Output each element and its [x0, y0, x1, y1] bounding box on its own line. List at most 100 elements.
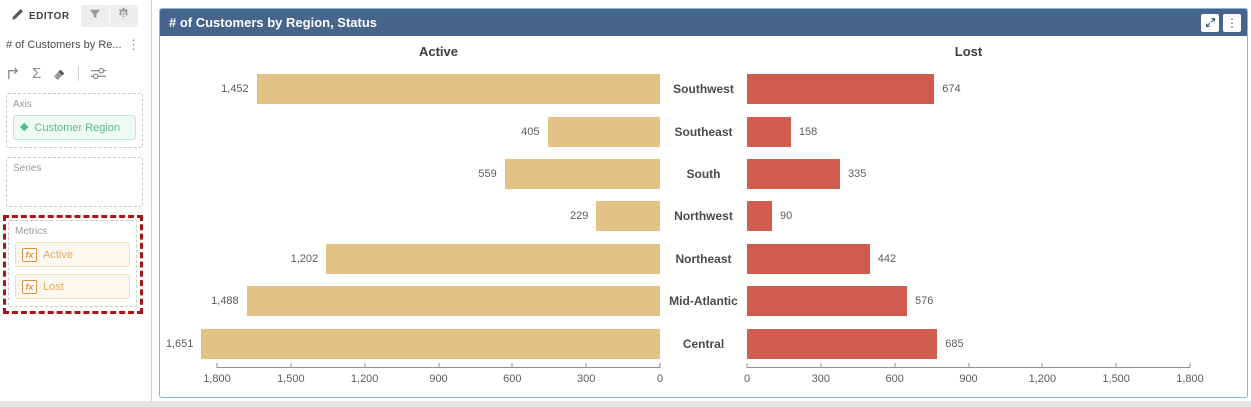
- series-header-active: Active: [418, 44, 459, 59]
- x-axes: 1,800 1,500 1,200 900 600 300 0 0 300 600 900 1,20…: [160, 363, 1247, 397]
- active-bar[interactable]: [596, 201, 660, 232]
- tab-settings[interactable]: [109, 5, 138, 27]
- lost-value-label: 442: [877, 252, 897, 265]
- sliders-icon[interactable]: [90, 66, 107, 81]
- axis-tick-label: 1,800: [1176, 373, 1204, 385]
- active-bar[interactable]: [326, 243, 660, 274]
- lost-bar[interactable]: [747, 159, 841, 190]
- chart-row: 1,651 Central 685: [160, 323, 1247, 365]
- active-bar[interactable]: [256, 74, 660, 105]
- chart-row: 559 South 335: [160, 153, 1247, 195]
- fx-icon: fx: [22, 247, 37, 262]
- axis-tick-label: 900: [959, 373, 978, 385]
- axis-tick: [820, 363, 822, 368]
- lost-bar[interactable]: [747, 243, 870, 274]
- active-value-label: 559: [478, 168, 497, 181]
- tab-editor[interactable]: EDITOR: [6, 5, 80, 27]
- chart-titlebar: # of Customers by Region, Status ⋮: [160, 9, 1247, 36]
- axis-tick-label: 300: [576, 373, 596, 385]
- axis-tick: [364, 363, 366, 368]
- category-label: Southeast: [674, 124, 733, 139]
- expand-icon[interactable]: [1201, 13, 1219, 32]
- axis-tick-label: 0: [656, 373, 664, 385]
- x-axis-active: 1,800 1,500 1,200 900 600 300 0: [203, 363, 664, 397]
- sigma-icon[interactable]: Σ: [32, 64, 42, 82]
- metric-field-active[interactable]: fx Active: [15, 242, 130, 267]
- lost-value-label: 685: [945, 337, 964, 350]
- lost-bar[interactable]: [747, 286, 907, 317]
- category-label: Central: [682, 336, 725, 351]
- dimension-diamond-icon: ◆: [20, 121, 29, 133]
- lost-value-label: 158: [798, 125, 818, 138]
- axis-tick: [746, 363, 748, 368]
- axis-tick: [1189, 363, 1191, 368]
- lost-value-label: 674: [942, 83, 961, 96]
- lost-bar[interactable]: [747, 74, 935, 105]
- axis-tick: [290, 363, 292, 368]
- lost-value-label: 335: [848, 168, 867, 181]
- chart-row: 1,202 Northeast 442: [160, 238, 1247, 280]
- x-axis-lost: 0 300 600 900 1,200 1,500 1,800: [743, 363, 1204, 397]
- axis-field-customer-region[interactable]: ◆ Customer Region: [13, 115, 136, 140]
- axis-tick: [216, 363, 218, 368]
- chart-menu-icon[interactable]: ⋮: [1223, 13, 1241, 32]
- axis-tick-label: 1,200: [350, 373, 379, 385]
- chart-title: # of Customers by Region, Status: [169, 15, 378, 30]
- axis-tick-label: 1,500: [277, 373, 305, 385]
- axis-tick-label: 1,500: [1102, 373, 1130, 385]
- chart-row: 1,488 Mid-Atlantic 576: [160, 280, 1247, 322]
- active-value-label: 405: [521, 125, 540, 138]
- axis-field-label: Customer Region: [34, 121, 121, 134]
- chart-row: 1,452 Southwest 674: [160, 68, 1247, 110]
- lost-bar[interactable]: [747, 328, 938, 359]
- axis-dropzone[interactable]: Axis ◆ Customer Region: [6, 93, 143, 148]
- category-label: Northwest: [674, 209, 733, 224]
- metrics-highlight-annotation: Metrics fx Active fx Lost: [3, 215, 143, 314]
- axis-tick-label: 600: [885, 373, 904, 385]
- panel-title: # of Customers by Re...: [6, 39, 122, 51]
- metric-field-lost[interactable]: fx Lost: [15, 274, 130, 299]
- axis-tick: [968, 363, 969, 368]
- axis-tick: [894, 363, 896, 368]
- metric-lost-label: Lost: [43, 280, 64, 293]
- active-bar[interactable]: [201, 328, 660, 359]
- metrics-dropzone[interactable]: Metrics fx Active fx Lost: [8, 220, 137, 307]
- lost-bar[interactable]: [747, 116, 791, 147]
- butterfly-chart: Active Lost 1,452 Southwest 674 405 Southeas…: [160, 36, 1247, 397]
- series-header-lost: Lost: [954, 44, 983, 59]
- axis-section-label: Axis: [13, 99, 32, 110]
- axis-tick: [1115, 363, 1117, 368]
- eraser-icon[interactable]: [52, 66, 67, 81]
- lost-value-label: 90: [780, 210, 793, 223]
- tab-filter[interactable]: [80, 5, 109, 27]
- tab-editor-label: EDITOR: [29, 10, 70, 22]
- active-bar[interactable]: [504, 159, 660, 190]
- axis-tick-label: 1,800: [203, 373, 231, 385]
- chart-rows: 1,452 Southwest 674 405 Southeast 158 559 South…: [160, 66, 1247, 365]
- chart-row: 405 Southeast 158: [160, 110, 1247, 152]
- active-bar[interactable]: [547, 116, 660, 147]
- filter-icon: [89, 7, 101, 25]
- category-label: South: [686, 167, 721, 182]
- lost-value-label: 576: [915, 295, 934, 308]
- panel-menu-icon[interactable]: ⋮: [127, 37, 140, 52]
- active-bar[interactable]: [246, 286, 660, 317]
- toolbar-divider: [78, 65, 80, 81]
- metric-active-label: Active: [43, 248, 73, 261]
- drill-icon[interactable]: [6, 66, 21, 81]
- lost-bar[interactable]: [747, 201, 772, 232]
- series-dropzone[interactable]: Series: [6, 157, 143, 207]
- axis-tick: [659, 363, 661, 368]
- pencil-icon: [12, 7, 24, 25]
- category-label: Mid-Atlantic: [669, 294, 738, 309]
- series-section-label: Series: [13, 163, 42, 174]
- fx-icon: fx: [22, 279, 37, 294]
- axis-tick-label: 300: [811, 373, 831, 385]
- editor-sidebar: EDITOR # of Customers by Re... ⋮ Σ A: [0, 0, 152, 401]
- category-label: Northeast: [675, 251, 732, 266]
- chart-panel: # of Customers by Region, Status ⋮ Activ…: [159, 8, 1248, 398]
- active-value-label: 1,651: [165, 337, 194, 350]
- axis-tick-label: 0: [743, 373, 751, 385]
- sidebar-tabs: EDITOR: [6, 4, 143, 27]
- metrics-section-label: Metrics: [15, 226, 48, 237]
